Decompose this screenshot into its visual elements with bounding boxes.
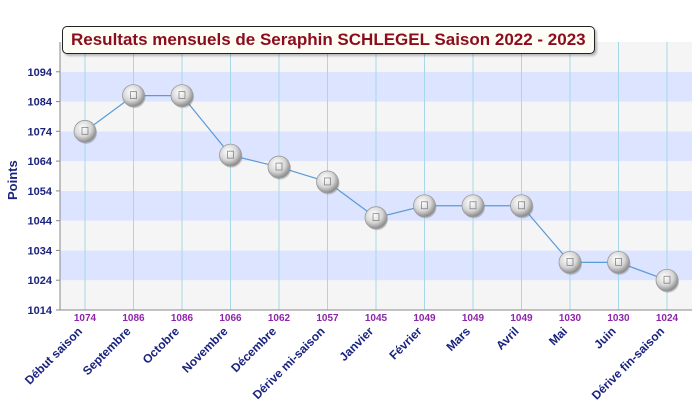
x-tick-label: Décembre	[228, 324, 279, 375]
y-tick-label: 1024	[28, 275, 53, 287]
data-value-label: 1049	[510, 313, 533, 324]
data-point	[316, 170, 340, 195]
data-value-label: 1049	[413, 313, 436, 324]
data-point-emblem	[566, 258, 574, 266]
data-point-marker	[219, 143, 242, 167]
data-point	[558, 250, 582, 275]
data-point-emblem	[372, 213, 380, 222]
data-point	[170, 84, 194, 109]
data-point-marker	[73, 119, 97, 143]
data-point-emblem	[663, 275, 671, 284]
data-value-label: 1074	[74, 313, 97, 324]
data-point-marker	[558, 250, 582, 274]
data-point-marker	[655, 268, 679, 292]
data-point	[364, 206, 388, 231]
y-tick-label: 1084	[28, 97, 53, 109]
x-tick-label: Septembre	[80, 324, 134, 378]
x-tick-label: Novembre	[179, 324, 231, 376]
data-point-marker	[170, 84, 194, 107]
y-tick-label: 1094	[28, 67, 53, 79]
data-value-label: 1066	[219, 313, 242, 324]
x-tick-label: Janvier	[337, 324, 377, 364]
data-value-label: 1057	[316, 313, 339, 324]
data-point	[219, 143, 243, 168]
data-point-emblem	[518, 201, 525, 210]
data-point	[607, 250, 631, 275]
data-point-emblem	[130, 91, 137, 99]
data-point-emblem	[324, 177, 331, 186]
y-tick-label: 1014	[28, 305, 53, 317]
data-point-marker	[364, 206, 388, 230]
data-point-emblem	[81, 126, 89, 135]
x-tick-label: Octobre	[140, 324, 183, 367]
y-tick-label: 1054	[28, 186, 53, 198]
data-value-label: 1045	[365, 313, 388, 324]
y-tick-label: 1044	[28, 216, 53, 228]
data-point-emblem	[275, 162, 283, 171]
data-value-label: 1062	[268, 313, 291, 324]
data-point	[73, 119, 97, 144]
data-value-label: 1086	[171, 313, 194, 324]
y-tick-label: 1074	[28, 126, 53, 138]
data-point-marker	[122, 84, 145, 107]
data-point-emblem	[469, 201, 477, 210]
x-tick-label: Juin	[591, 324, 618, 351]
data-point-marker	[607, 250, 630, 274]
x-tick-label: Mai	[546, 324, 570, 348]
data-point	[655, 268, 679, 293]
y-axis-label: Points	[5, 160, 20, 200]
x-tick-label: Début saison	[22, 324, 85, 387]
x-tick-label: Avril	[493, 324, 521, 352]
data-value-label: 1049	[462, 313, 485, 324]
data-point	[461, 194, 485, 219]
data-point	[413, 194, 437, 219]
data-value-label: 1030	[607, 313, 630, 324]
data-point-emblem	[227, 150, 234, 159]
data-value-label: 1086	[122, 313, 145, 324]
data-point-emblem	[421, 201, 428, 210]
data-point-marker	[510, 194, 533, 218]
data-point-marker	[413, 194, 436, 218]
data-point-marker	[461, 194, 485, 218]
x-tick-label: Février	[386, 324, 424, 362]
data-value-label: 1024	[656, 313, 679, 324]
data-point	[267, 155, 291, 180]
data-point	[122, 84, 146, 109]
data-point	[510, 194, 534, 219]
x-tick-label: Mars	[443, 324, 473, 354]
chart-title: Resultats mensuels de Seraphin SCHLEGEL …	[62, 26, 595, 54]
data-point-emblem	[178, 91, 186, 99]
y-tick-label: 1034	[28, 245, 53, 257]
data-point-marker	[267, 155, 291, 179]
data-point-marker	[316, 170, 339, 194]
y-tick-label: 1064	[28, 156, 53, 168]
data-point-emblem	[615, 258, 622, 266]
data-value-label: 1030	[559, 313, 582, 324]
